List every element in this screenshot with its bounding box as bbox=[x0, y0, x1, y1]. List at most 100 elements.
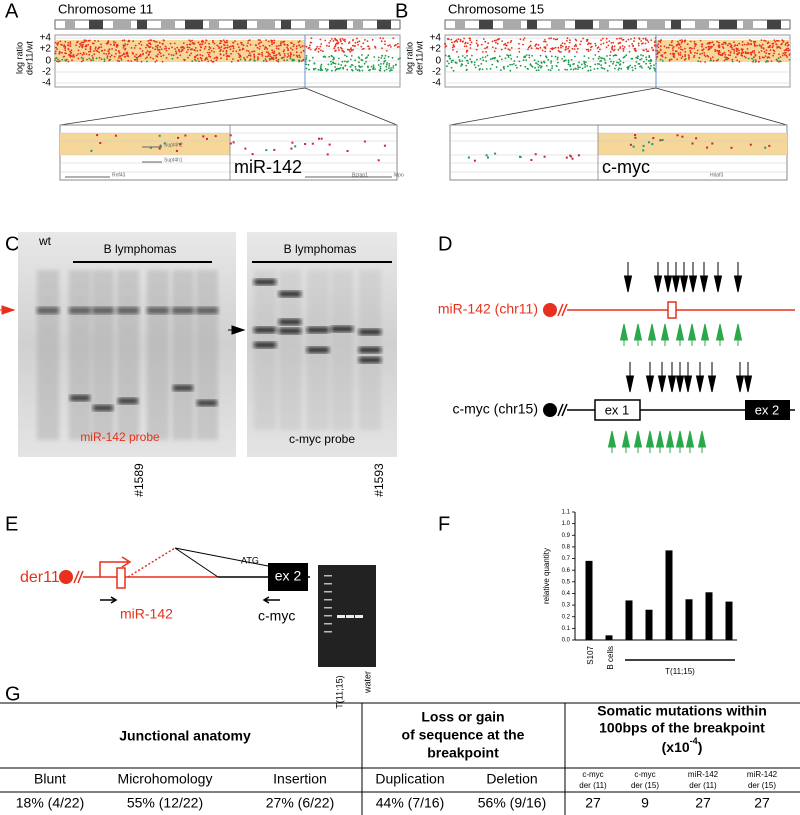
mutation-arrow bbox=[621, 430, 631, 453]
probe-dot bbox=[379, 65, 382, 68]
probe-dot bbox=[623, 55, 626, 58]
probe-dot bbox=[656, 45, 659, 47]
probe-dot bbox=[518, 60, 521, 63]
column-header: Duplication bbox=[375, 771, 444, 787]
probe-dot bbox=[567, 47, 569, 50]
probe-dot bbox=[222, 54, 225, 56]
probe-dot bbox=[649, 67, 652, 70]
probe-dot bbox=[308, 68, 310, 71]
probe-dot bbox=[239, 58, 242, 61]
probe-dot bbox=[140, 60, 143, 63]
probe-dot bbox=[651, 46, 653, 49]
probe-dot bbox=[100, 43, 102, 46]
probe-dot bbox=[296, 56, 299, 58]
probe-dot bbox=[671, 44, 673, 47]
probe-dot bbox=[493, 50, 496, 53]
probe-dot bbox=[105, 42, 108, 45]
probe-dot bbox=[208, 48, 211, 51]
probe-dot bbox=[582, 37, 584, 40]
probe-dot bbox=[779, 60, 782, 63]
probe-dot bbox=[672, 49, 674, 51]
probe-dot bbox=[158, 51, 161, 54]
probe-dot bbox=[761, 56, 764, 59]
probe-dot bbox=[643, 49, 645, 52]
probe-dot bbox=[493, 57, 496, 60]
probe-dot bbox=[641, 67, 643, 69]
probe-dot bbox=[157, 53, 159, 56]
probe-dot bbox=[539, 54, 542, 57]
probe-dot bbox=[272, 52, 275, 55]
probe-dot bbox=[253, 59, 256, 62]
probe-dot bbox=[482, 59, 485, 62]
probe-dot bbox=[557, 69, 560, 71]
zoom-dot bbox=[629, 143, 632, 146]
ideogram-band bbox=[455, 20, 465, 29]
probe-dot bbox=[220, 46, 223, 48]
probe-dot bbox=[173, 42, 176, 45]
probe-dot bbox=[337, 63, 340, 65]
probe-dot bbox=[73, 55, 75, 58]
probe-dot bbox=[473, 64, 476, 66]
probe-dot bbox=[476, 45, 479, 47]
probe-dot bbox=[527, 48, 529, 51]
probe-dot bbox=[269, 55, 272, 58]
probe-dot bbox=[736, 59, 739, 62]
probe-dot bbox=[645, 56, 647, 59]
probe-dot bbox=[652, 49, 655, 51]
probe-dot bbox=[523, 37, 526, 39]
probe-dot bbox=[463, 45, 466, 48]
probe-dot bbox=[295, 47, 298, 50]
breakpoint-arrow bbox=[735, 362, 745, 393]
ideogram-band bbox=[551, 20, 565, 29]
chromosome-title: Chromosome 11 bbox=[58, 1, 153, 16]
probe-dot bbox=[265, 39, 267, 41]
probe-dot bbox=[648, 55, 651, 57]
probe-dot bbox=[719, 54, 722, 56]
column-header: der (11) bbox=[579, 781, 607, 790]
probe-dot bbox=[88, 57, 91, 60]
unit-base: (x10 bbox=[662, 739, 690, 755]
probe-dot bbox=[727, 57, 730, 60]
probe-dot bbox=[219, 50, 222, 53]
probe-dot bbox=[335, 68, 338, 71]
zoom-dot bbox=[99, 142, 102, 144]
probe-dot bbox=[469, 47, 472, 49]
probe-dot bbox=[693, 47, 696, 50]
probe-dot bbox=[334, 50, 336, 52]
probe-dot bbox=[377, 64, 380, 66]
probe-dot bbox=[105, 53, 108, 55]
line bbox=[304, 87, 398, 126]
probe-dot bbox=[502, 66, 505, 69]
probe-dot bbox=[784, 44, 787, 46]
probe-dot bbox=[189, 43, 192, 46]
probe-dot bbox=[120, 57, 122, 60]
probe-dot bbox=[470, 41, 473, 44]
line bbox=[59, 87, 306, 126]
probe-dot bbox=[587, 69, 590, 72]
probe-dot bbox=[235, 50, 238, 53]
probe-dot bbox=[612, 41, 615, 44]
probe-dot bbox=[118, 52, 121, 54]
probe-dot bbox=[242, 48, 245, 50]
probe-dot bbox=[56, 60, 58, 63]
probe-dot bbox=[640, 58, 643, 60]
probe-dot bbox=[103, 58, 106, 61]
bar bbox=[685, 599, 693, 640]
zoom-dot bbox=[114, 134, 117, 137]
probe-dot bbox=[339, 38, 342, 41]
probe-dot bbox=[568, 46, 570, 48]
probe-dot bbox=[733, 52, 736, 54]
probe-dot bbox=[598, 55, 601, 58]
probe-dot bbox=[618, 67, 620, 70]
probe-dot bbox=[320, 43, 323, 45]
y-tick-label: 0.8 bbox=[562, 544, 571, 550]
panel-label: D bbox=[438, 233, 452, 255]
probe-dot bbox=[85, 39, 87, 42]
probe-dot bbox=[578, 61, 580, 64]
probe-dot bbox=[465, 64, 468, 67]
probe-dot bbox=[450, 61, 453, 64]
probe-dot bbox=[219, 42, 221, 45]
probe-dot bbox=[583, 55, 586, 57]
probe-dot bbox=[573, 45, 576, 47]
probe-dot bbox=[620, 67, 623, 70]
